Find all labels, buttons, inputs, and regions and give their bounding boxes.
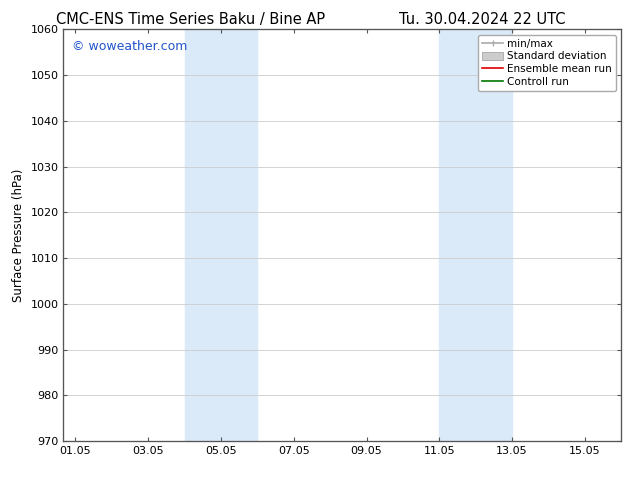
Text: Tu. 30.04.2024 22 UTC: Tu. 30.04.2024 22 UTC [399,12,565,27]
Text: © woweather.com: © woweather.com [72,40,187,53]
Bar [439,29,512,441]
Text: CMC-ENS Time Series Baku / Bine AP: CMC-ENS Time Series Baku / Bine AP [56,12,325,27]
Legend: min/max, Standard deviation, Ensemble mean run, Controll run: min/max, Standard deviation, Ensemble me… [478,35,616,91]
Y-axis label: Surface Pressure (hPa): Surface Pressure (hPa) [12,169,25,302]
Bar [184,29,257,441]
